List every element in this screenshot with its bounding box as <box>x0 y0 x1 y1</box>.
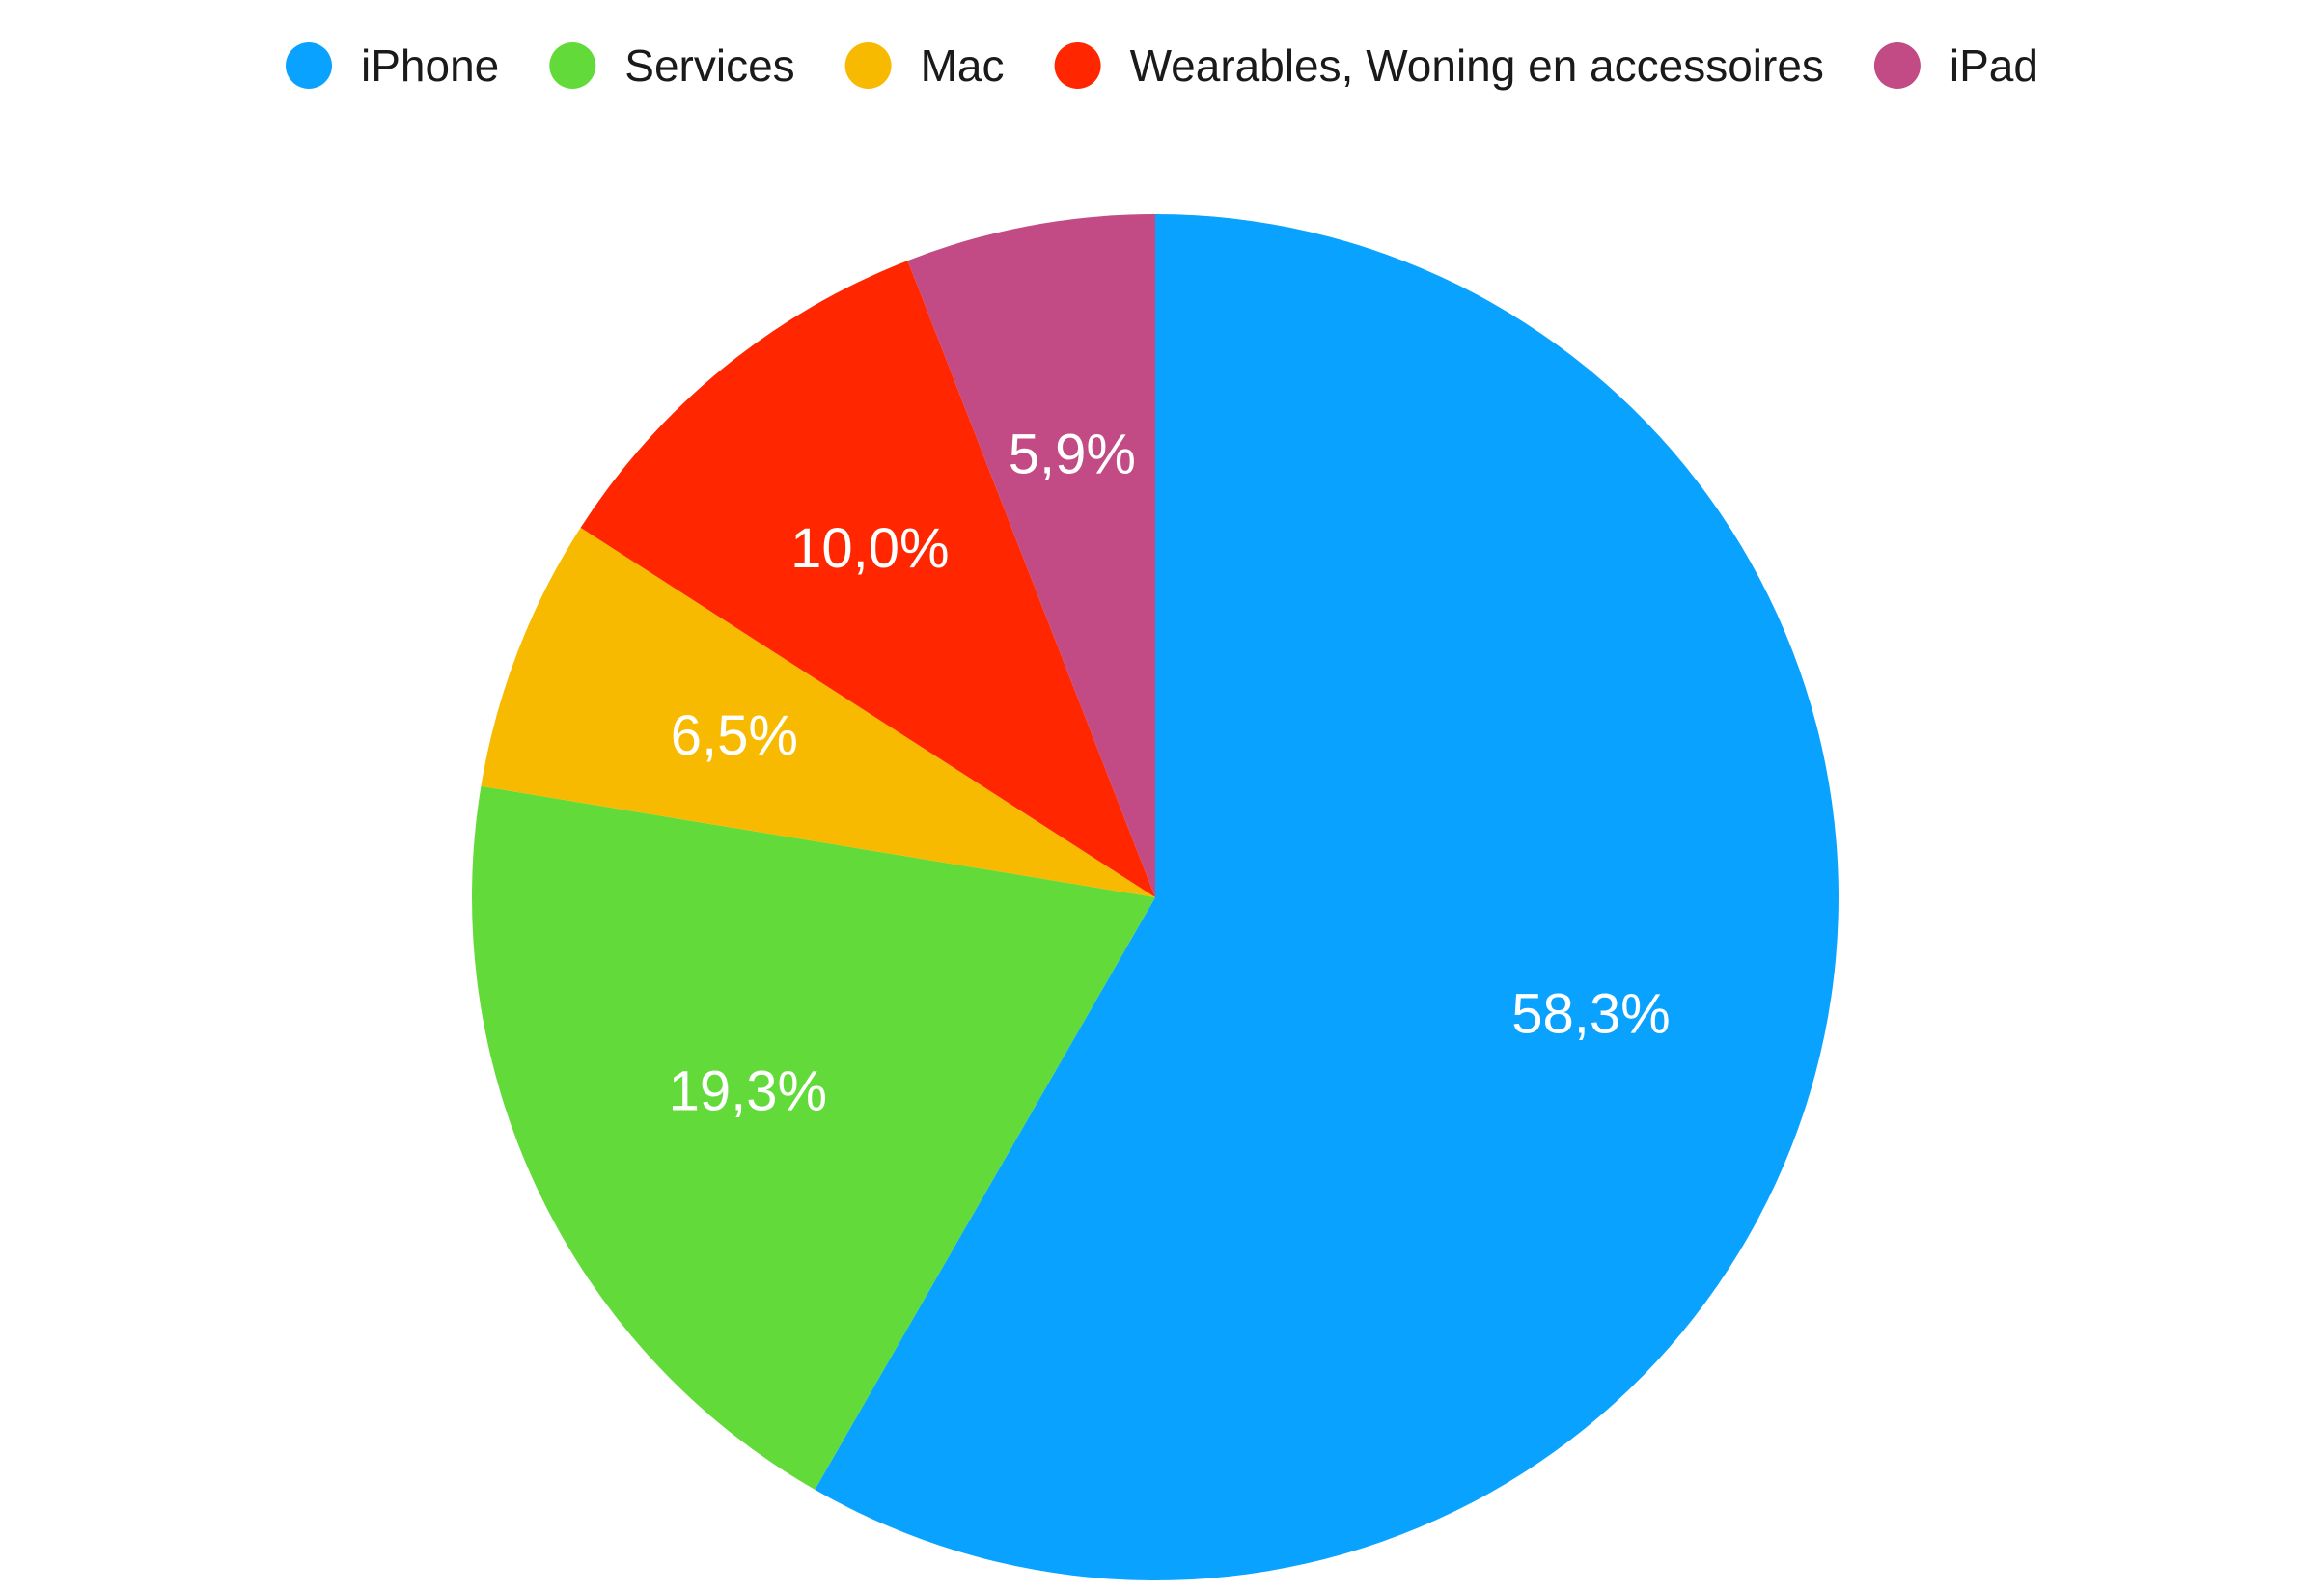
legend-label: Wearables, Woning en accessoires <box>1130 41 1824 91</box>
legend-item-ipad: iPad <box>1873 41 2038 91</box>
pie-slice-services <box>472 785 1156 1490</box>
legend-swatch <box>549 42 596 89</box>
legend-item-services: Services <box>549 41 795 91</box>
legend-swatch <box>1054 42 1101 89</box>
legend-label: Services <box>624 41 794 91</box>
slice-label-ipad: 5,9% <box>1009 424 1136 486</box>
legend-swatch <box>286 42 332 89</box>
slice-label-services: 19,3% <box>669 1059 827 1122</box>
legend-item-iphone: iPhone <box>286 41 499 91</box>
pie-slice-wearables-woning-en-accessoires <box>580 261 1155 898</box>
legend: iPhone Services Mac Wearables, Woning en ac… <box>286 41 2038 91</box>
legend-item-mac: Mac <box>844 41 1005 91</box>
legend-label: Mac <box>921 41 1005 91</box>
pie-slice-ipad <box>907 214 1155 897</box>
slice-labels: 58,3% 19,3% 6,5% 10,0% 5,9% <box>669 424 1671 1123</box>
legend-label: iPhone <box>361 41 499 91</box>
slice-label-iphone: 58,3% <box>1511 983 1670 1046</box>
legend-item-wearables-woning-en-accessoires: Wearables, Woning en accessoires <box>1054 41 1824 91</box>
pie-slice-iphone <box>815 214 1839 1580</box>
slice-label-mac: 6,5% <box>671 704 798 767</box>
legend-swatch <box>844 42 892 89</box>
legend-swatch <box>1873 42 1921 89</box>
legend-label: iPad <box>1950 41 2038 91</box>
pie-slices <box>472 214 1839 1580</box>
pie-slice-mac <box>481 527 1155 897</box>
slice-label-wearables-woning-en-accessoires: 10,0% <box>790 517 949 580</box>
